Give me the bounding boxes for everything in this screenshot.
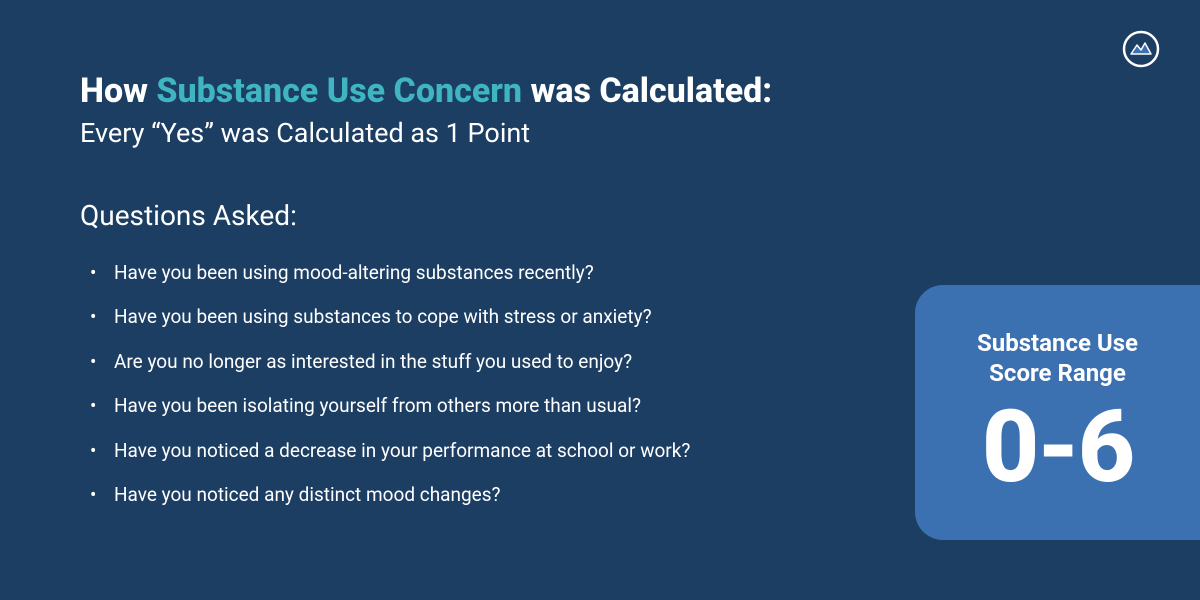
question-item: Have you been using mood-altering substa… xyxy=(90,260,820,287)
question-item: Have you noticed a decrease in your perf… xyxy=(90,438,820,465)
page-title: How Substance Use Concern was Calculated… xyxy=(80,70,820,113)
page-subtitle: Every “Yes” was Calculated as 1 Point xyxy=(80,117,820,149)
question-item: Have you been isolating yourself from ot… xyxy=(90,393,820,420)
score-label-line1: Substance Use xyxy=(977,329,1138,357)
mountain-logo-icon xyxy=(1122,30,1160,68)
questions-list: Have you been using mood-altering substa… xyxy=(80,260,820,510)
title-prefix: How xyxy=(80,71,156,111)
score-range-box: Substance Use Score Range 0-6 xyxy=(915,285,1200,540)
title-suffix: was Calculated: xyxy=(522,71,772,111)
question-item: Have you been using substances to cope w… xyxy=(90,304,820,331)
question-item: Have you noticed any distinct mood chang… xyxy=(90,482,820,509)
questions-heading: Questions Asked: xyxy=(80,199,820,232)
score-value: 0-6 xyxy=(982,398,1134,498)
score-label-line2: Score Range xyxy=(989,359,1126,387)
question-item: Are you no longer as interested in the s… xyxy=(90,349,820,376)
score-label: Substance Use Score Range xyxy=(977,328,1138,388)
title-highlight: Substance Use Concern xyxy=(156,71,522,111)
main-content: How Substance Use Concern was Calculated… xyxy=(0,0,820,509)
